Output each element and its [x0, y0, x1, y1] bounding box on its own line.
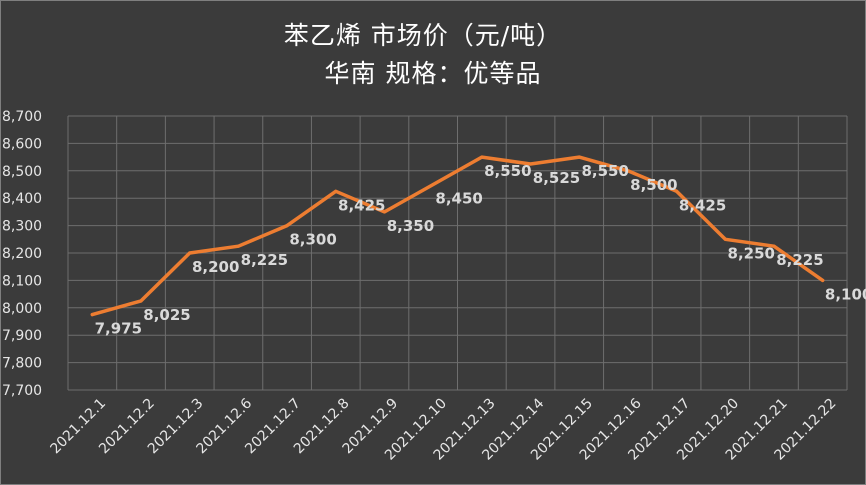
data-point — [529, 162, 533, 166]
data-point — [236, 244, 240, 248]
y-tick-label: 7,700 — [2, 383, 42, 399]
y-tick-label: 8,000 — [2, 301, 42, 317]
data-point — [285, 224, 289, 228]
data-point — [626, 169, 630, 173]
y-tick-label: 8,700 — [2, 109, 42, 125]
chart-title: 苯乙烯 市场价（元/吨） — [284, 21, 562, 50]
data-label: 8,025 — [143, 306, 190, 324]
data-label: 8,500 — [630, 176, 677, 194]
data-label: 8,350 — [387, 217, 434, 235]
data-label: 8,225 — [241, 251, 288, 269]
series-line — [90, 155, 825, 317]
y-tick-label: 8,500 — [2, 164, 42, 180]
data-label: 8,425 — [679, 196, 726, 214]
data-point — [821, 278, 825, 282]
y-tick-label: 7,800 — [2, 356, 42, 372]
data-point — [723, 237, 727, 241]
data-label: 8,525 — [533, 169, 580, 187]
data-label: 8,300 — [289, 231, 336, 249]
data-label: 8,250 — [728, 244, 775, 262]
data-label: 8,225 — [776, 251, 823, 269]
data-point — [334, 189, 338, 193]
data-point — [382, 210, 386, 214]
data-point — [675, 189, 679, 193]
data-point — [188, 251, 192, 255]
data-label: 8,200 — [192, 258, 239, 276]
y-tick-label: 8,200 — [2, 246, 42, 262]
data-label: 8,450 — [435, 190, 482, 208]
data-label: 8,550 — [581, 162, 628, 180]
y-tick-label: 7,900 — [2, 328, 42, 344]
y-tick-label: 8,600 — [2, 136, 42, 152]
y-tick-label: 8,100 — [2, 273, 42, 289]
data-point — [431, 183, 435, 186]
data-label: 8,425 — [338, 196, 385, 214]
y-tick-label: 8,400 — [2, 191, 42, 207]
data-label: 8,550 — [484, 162, 531, 180]
data-point — [577, 155, 581, 159]
data-label: 8,100 — [825, 285, 866, 303]
data-point — [772, 244, 776, 248]
y-tick-label: 8,300 — [2, 219, 42, 235]
data-label: 7,975 — [95, 320, 142, 338]
chart-subtitle: 华南 规格：优等品 — [325, 59, 542, 88]
data-point — [480, 155, 484, 159]
data-point — [90, 313, 94, 317]
data-point — [139, 299, 143, 303]
